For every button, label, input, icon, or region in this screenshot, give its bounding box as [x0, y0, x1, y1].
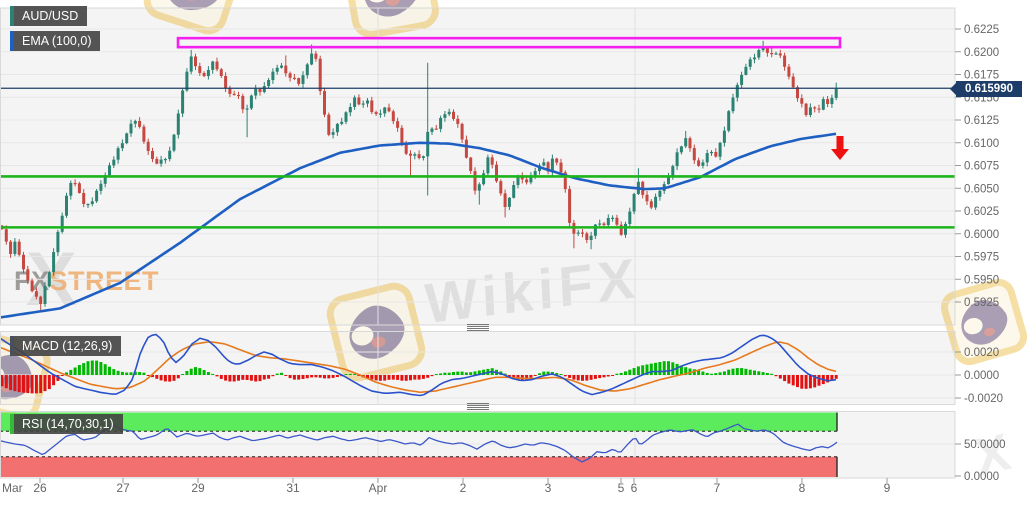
- panel-border: [0, 411, 956, 479]
- rsi-line: [0, 423, 838, 463]
- time-axis-label: 3: [545, 481, 552, 495]
- time-axis-label: 26: [33, 481, 47, 495]
- time-axis-label: 5: [618, 481, 625, 495]
- time-axis-label: 6: [631, 481, 638, 495]
- time-axis-label: 7: [714, 481, 721, 495]
- rsi-overbought-band: [0, 412, 837, 432]
- price-axis-label: 0.6050: [964, 183, 999, 195]
- price-axis-label: 0.6075: [964, 161, 999, 173]
- price-axis-label: 0.6200: [964, 47, 999, 59]
- panel-border: [0, 331, 956, 405]
- price-axis-label: 0.6175: [964, 70, 999, 82]
- macd-panel-resize-handle[interactable]: [467, 324, 489, 332]
- price-axis-label: 0.6000: [964, 229, 999, 241]
- rsi-panel-resize-handle[interactable]: [467, 403, 489, 411]
- time-axis-label: 27: [116, 481, 130, 495]
- macd-axis-label: 0.0020: [964, 347, 999, 359]
- ema-indicator-label: EMA (100,0): [10, 31, 101, 51]
- price-axis-label: 0.6100: [964, 138, 999, 150]
- sell-arrow-icon: [831, 136, 849, 160]
- rsi-indicator-label: RSI (14,70,30,1): [10, 414, 123, 434]
- time-axis-label: 8: [799, 481, 806, 495]
- macd-axis-label: -0.0020: [964, 393, 1003, 405]
- main-panel-background: [0, 8, 955, 325]
- time-axis-label: 2: [460, 481, 467, 495]
- price-axis-label: 0.5975: [964, 252, 999, 264]
- rsi-axis-label: 50.0000: [964, 439, 1006, 451]
- current-price-tag: 0.615990: [950, 81, 1022, 97]
- ema-line: [0, 132, 837, 319]
- macd-signal-line: [0, 341, 837, 394]
- panel-border: [0, 7, 956, 326]
- rsi-axis-label: 0.0000: [964, 471, 999, 483]
- time-axis-label: Mar: [2, 481, 23, 495]
- rsi-oversold-band: [0, 456, 837, 477]
- time-axis-label: Apr: [369, 481, 388, 495]
- time-axis-label: 31: [286, 481, 300, 495]
- macd-line: [0, 333, 837, 397]
- price-axis-label: 0.5925: [964, 297, 999, 309]
- symbol-label: AUD/USD: [10, 6, 88, 26]
- price-axis-label: 0.6025: [964, 206, 999, 218]
- time-axis-label: 29: [191, 481, 205, 495]
- macd-axis-label: 0.0000: [964, 370, 999, 382]
- resistance-band: [176, 36, 842, 49]
- price-axis-label: 0.6125: [964, 115, 999, 127]
- time-axis-label: 9: [884, 481, 891, 495]
- macd-indicator-label: MACD (12,26,9): [10, 336, 122, 356]
- price-axis-label: 0.5950: [964, 274, 999, 286]
- price-axis-label: 0.6225: [964, 24, 999, 36]
